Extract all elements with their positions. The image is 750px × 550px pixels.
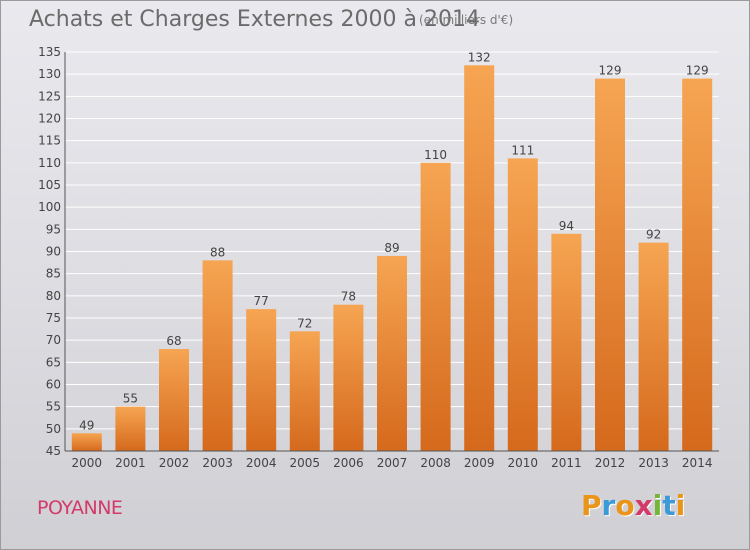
y-tick-label: 45 (46, 444, 61, 458)
bar (202, 260, 233, 451)
x-tick-label: 2011 (551, 456, 582, 470)
x-tick-label: 2007 (377, 456, 408, 470)
data-label: 49 (79, 418, 94, 432)
y-tick-label: 50 (46, 422, 61, 436)
logo-letter: i (675, 489, 686, 522)
y-tick-label: 105 (38, 178, 61, 192)
x-tick-label: 2009 (464, 456, 495, 470)
y-tick-label: 70 (46, 333, 61, 347)
bar (420, 162, 451, 452)
y-tick-label: 60 (46, 378, 61, 392)
data-label: 110 (424, 148, 447, 162)
bar (246, 309, 277, 451)
bar (595, 78, 625, 451)
y-tick-label: 110 (38, 156, 61, 170)
axes: 45 50 55 60 65 70 75 80 85 90 95 100 105 110 115 120 125… (38, 45, 719, 470)
data-label: 111 (511, 143, 534, 157)
y-tick-label: 90 (46, 245, 61, 259)
x-tick-label: 2008 (420, 456, 451, 470)
logo-letter: i (652, 489, 663, 522)
x-tick-label: 2003 (202, 456, 233, 470)
data-label: 129 (599, 64, 622, 78)
x-tick-label: 2002 (159, 456, 190, 470)
x-tick-label: 2000 (72, 456, 103, 470)
chart-subtitle: (en milliers d'€) (419, 13, 514, 27)
data-label: 129 (686, 64, 709, 78)
y-tick-label: 85 (46, 267, 61, 281)
bar (71, 433, 102, 451)
y-tick-label: 130 (38, 67, 61, 81)
y-tick-label: 115 (38, 134, 61, 148)
logo-letter: P (581, 489, 602, 522)
bar (159, 349, 189, 451)
y-tick-label: 120 (38, 112, 61, 126)
commune-name: POYANNE (37, 497, 123, 519)
data-label: 88 (210, 245, 225, 259)
y-tick-label: 55 (46, 400, 61, 414)
data-label: 89 (384, 241, 399, 255)
data-label: 72 (297, 316, 312, 330)
data-label: 55 (123, 392, 138, 406)
x-tick-label: 2014 (682, 456, 713, 470)
x-tick-label: 2001 (115, 456, 146, 470)
chart-title: Achats et Charges Externes 2000 à 2014 (29, 7, 480, 32)
data-label: 78 (341, 290, 356, 304)
bars: 49 55 68 88 77 72 78 89 110 132 111 94 129 92 129 (71, 50, 713, 452)
y-tick-label: 80 (46, 289, 61, 303)
x-tick-label: 2013 (638, 456, 669, 470)
bar (377, 255, 407, 451)
data-label: 92 (646, 228, 661, 242)
y-tick-label: 75 (46, 311, 61, 325)
data-label: 94 (559, 219, 574, 233)
bar (464, 65, 495, 452)
y-tick-label: 135 (38, 45, 61, 59)
bar (682, 78, 713, 451)
data-label: 132 (468, 50, 491, 64)
y-tick-label: 65 (46, 355, 61, 369)
y-tick-label: 100 (38, 200, 61, 214)
bar (289, 331, 320, 451)
data-label: 68 (166, 334, 181, 348)
bar (333, 304, 364, 451)
y-tick-label: 95 (46, 222, 61, 236)
x-tick-label: 2012 (595, 456, 626, 470)
logo-letter: t (662, 489, 676, 522)
proxiti-logo[interactable]: Proxiti (581, 489, 685, 522)
x-tick-label: 2005 (290, 456, 321, 470)
bar (638, 242, 669, 451)
logo-letter: x (634, 489, 653, 522)
x-tick-label: 2006 (333, 456, 364, 470)
bar (507, 158, 538, 451)
bar (551, 233, 582, 451)
logo-letter: r (601, 489, 616, 522)
data-label: 77 (254, 294, 269, 308)
x-tick-label: 2010 (508, 456, 539, 470)
bar (115, 406, 146, 451)
x-tick-label: 2004 (246, 456, 277, 470)
logo-letter: o (615, 489, 635, 522)
y-tick-label: 125 (38, 89, 61, 103)
